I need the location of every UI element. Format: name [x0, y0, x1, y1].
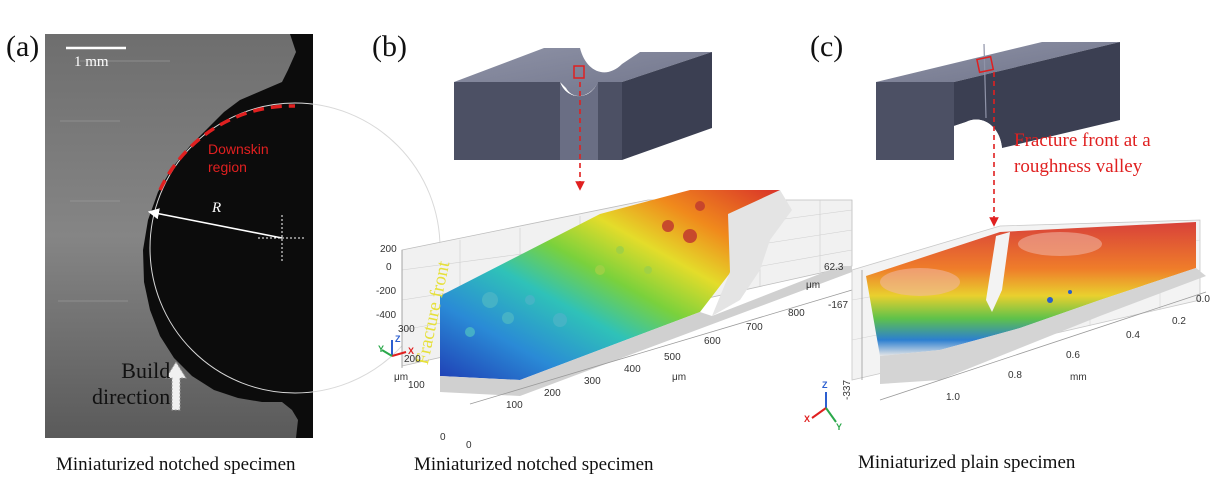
fracture-front-c-line2: roughness valley [1014, 156, 1143, 177]
z-tick-b-minus400: -400 [376, 310, 397, 321]
axis-letter-b-y: Y [378, 344, 385, 354]
z-tick-b-0: 0 [386, 262, 392, 273]
axis-letter-b-x: X [408, 346, 415, 356]
scale-bar-label: 1 mm [74, 54, 109, 70]
build-direction-arrow [165, 361, 187, 411]
axis-letter-c-y: Y [836, 422, 843, 432]
caption-b: Miniaturized notched specimen [414, 454, 654, 475]
downskin-label-line2: region [208, 159, 247, 175]
z-tick-b-200: 200 [380, 244, 397, 255]
x-tick-c-0.6: 0.6 [1066, 350, 1080, 361]
caption-c: Miniaturized plain specimen [858, 452, 1076, 473]
build-direction-line2: direction [92, 384, 171, 409]
x-tick-b-100: 100 [506, 400, 523, 411]
panel-label-a: (a) [6, 30, 40, 63]
x-tick-b-600: 600 [704, 336, 721, 347]
panel-label-c: (c) [810, 30, 844, 63]
x-tick-c-0.8: 0.8 [1008, 370, 1022, 381]
x-tick-b-0: 0 [466, 440, 472, 451]
fracture-front-label-c: Fracture front at a roughness valley [1014, 128, 1151, 180]
x-tick-b-200: 200 [544, 388, 561, 399]
downskin-label-line1: Downskin [208, 141, 269, 157]
axis-triad-c [811, 392, 837, 423]
axis-letter-c-x: X [804, 414, 811, 424]
x-tick-b-700: 700 [746, 322, 763, 333]
radius-arrow [147, 208, 283, 239]
region-marker-c [976, 55, 995, 74]
z-tick-c-minus167: -167 [828, 300, 849, 311]
x-unit-b: μm [672, 372, 687, 383]
x-tick-b-500: 500 [664, 352, 681, 363]
x-unit-c: mm [1070, 372, 1087, 383]
y-tick-b-300: 300 [398, 324, 415, 335]
y-tick-b-200: 200 [404, 354, 421, 365]
axis-letter-c-z: Z [822, 380, 828, 390]
micrograph-a [45, 34, 441, 438]
y-tick-b-100: 100 [408, 380, 425, 391]
radius-label: R [212, 200, 222, 216]
surface-plot-b [381, 190, 853, 405]
x-tick-c-1.0: 1.0 [946, 392, 960, 403]
caption-a: Miniaturized notched specimen [56, 454, 296, 475]
x-tick-b-800: 800 [788, 308, 805, 319]
fracture-front-c-line1: Fracture front at a [1014, 130, 1151, 151]
x-tick-b-300: 300 [584, 376, 601, 387]
axis-letter-b-z: Z [395, 334, 401, 344]
z-tick-c-minus337: -337 [842, 379, 853, 400]
region-marker-b [573, 65, 585, 79]
notch-cavity [143, 34, 313, 438]
specimen-block-c [876, 42, 1120, 227]
y-unit-b: μm [394, 372, 409, 383]
panel-label-b: (b) [372, 30, 407, 63]
build-direction-line1: Build [121, 358, 171, 383]
z-tick-b-minus200: -200 [376, 286, 397, 297]
downskin-label: Downskin region [208, 140, 269, 176]
surface-plot-c [811, 219, 1207, 423]
z-tick-c-62: 62.3 [824, 262, 844, 273]
x-tick-c-0.2: 0.2 [1172, 316, 1186, 327]
z-unit-c: μm [806, 280, 821, 291]
build-direction-label: Build direction [92, 358, 170, 410]
x-tick-c-0.4: 0.4 [1126, 330, 1140, 341]
downskin-arc [158, 104, 296, 191]
axis-triad-b [381, 340, 407, 357]
specimen-block-b [454, 48, 712, 191]
x-tick-b-400: 400 [624, 364, 641, 375]
y-tick-b-0: 0 [440, 432, 446, 443]
x-tick-c-0.0: 0.0 [1196, 294, 1210, 305]
